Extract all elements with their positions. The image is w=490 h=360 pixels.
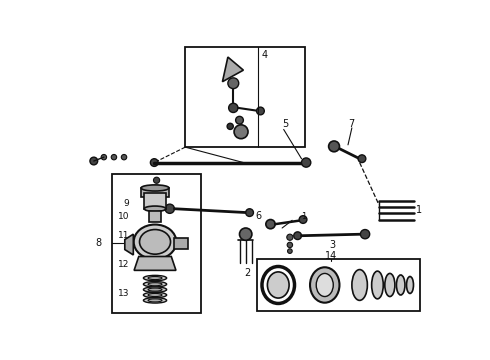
- Ellipse shape: [310, 267, 340, 303]
- Ellipse shape: [316, 274, 333, 297]
- Circle shape: [150, 159, 158, 166]
- Polygon shape: [134, 256, 176, 270]
- Ellipse shape: [144, 298, 167, 303]
- Ellipse shape: [385, 274, 395, 297]
- Ellipse shape: [148, 299, 162, 302]
- Circle shape: [229, 103, 238, 112]
- Text: 13: 13: [118, 289, 129, 298]
- Text: 12: 12: [118, 260, 129, 269]
- Ellipse shape: [144, 282, 167, 287]
- Text: 11: 11: [118, 231, 129, 240]
- Circle shape: [111, 154, 117, 160]
- Circle shape: [257, 107, 264, 115]
- Circle shape: [287, 234, 293, 240]
- Ellipse shape: [407, 276, 414, 293]
- Text: 8: 8: [96, 238, 101, 248]
- Circle shape: [90, 157, 98, 165]
- Circle shape: [301, 158, 311, 167]
- Circle shape: [228, 78, 239, 89]
- Bar: [141, 188, 169, 197]
- Text: 9: 9: [123, 199, 129, 208]
- Ellipse shape: [352, 270, 368, 300]
- Circle shape: [329, 141, 340, 152]
- Polygon shape: [222, 57, 244, 82]
- Text: 14: 14: [325, 251, 337, 261]
- Circle shape: [245, 209, 253, 216]
- Ellipse shape: [371, 271, 383, 299]
- Ellipse shape: [268, 272, 289, 298]
- Polygon shape: [125, 234, 133, 255]
- Text: 1: 1: [301, 212, 307, 221]
- Circle shape: [361, 230, 369, 239]
- Circle shape: [165, 204, 174, 213]
- Bar: [144, 193, 166, 209]
- Ellipse shape: [148, 293, 162, 297]
- Ellipse shape: [140, 230, 171, 254]
- Text: 6: 6: [255, 211, 261, 221]
- Bar: [185, 47, 305, 147]
- Circle shape: [236, 116, 244, 124]
- Circle shape: [227, 123, 233, 130]
- Text: 1: 1: [416, 205, 422, 215]
- Circle shape: [240, 228, 252, 240]
- Circle shape: [101, 154, 107, 160]
- Circle shape: [266, 220, 275, 229]
- Ellipse shape: [148, 276, 162, 280]
- Circle shape: [153, 177, 160, 183]
- Text: 5: 5: [282, 119, 289, 129]
- Ellipse shape: [134, 225, 176, 259]
- Circle shape: [358, 155, 366, 163]
- Ellipse shape: [144, 206, 166, 211]
- Circle shape: [294, 232, 301, 239]
- Text: 10: 10: [118, 212, 129, 221]
- Text: 4: 4: [261, 50, 268, 60]
- Bar: [173, 238, 188, 249]
- Circle shape: [287, 242, 293, 248]
- Ellipse shape: [141, 185, 169, 191]
- Bar: [149, 211, 161, 222]
- Text: 3: 3: [329, 240, 336, 250]
- Circle shape: [288, 249, 292, 253]
- Ellipse shape: [148, 288, 162, 291]
- Ellipse shape: [144, 292, 167, 298]
- Bar: [257, 259, 420, 311]
- Text: 7: 7: [348, 119, 354, 129]
- Circle shape: [234, 125, 248, 139]
- Ellipse shape: [396, 275, 405, 295]
- Ellipse shape: [148, 283, 162, 286]
- Text: 2: 2: [244, 267, 250, 278]
- Ellipse shape: [144, 275, 167, 281]
- Ellipse shape: [144, 287, 167, 292]
- Circle shape: [299, 216, 307, 223]
- Circle shape: [122, 154, 127, 160]
- Bar: [112, 174, 201, 313]
